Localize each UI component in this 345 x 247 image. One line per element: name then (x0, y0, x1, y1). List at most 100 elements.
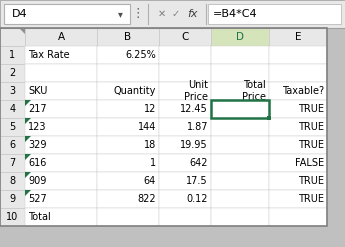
Bar (269, 46, 327, 64)
Text: 123: 123 (28, 122, 47, 132)
Bar (0, 100, 25, 118)
Bar (159, 190, 211, 208)
Bar (159, 100, 211, 118)
Bar (267, 116, 271, 120)
Bar (211, 154, 269, 172)
Text: 12.45: 12.45 (180, 104, 208, 114)
Bar (0, 226, 345, 247)
Bar (0, 154, 25, 172)
Bar (159, 28, 211, 46)
Text: 9: 9 (9, 194, 16, 204)
Text: 1.87: 1.87 (187, 122, 208, 132)
Text: 5: 5 (9, 122, 16, 132)
Polygon shape (25, 118, 31, 124)
Text: Total
Price: Total Price (242, 81, 266, 102)
Polygon shape (19, 28, 25, 34)
Text: 0.12: 0.12 (187, 194, 208, 204)
Bar (159, 172, 211, 190)
Bar (0, 28, 327, 226)
Bar (211, 64, 269, 82)
Text: 149.4: 149.4 (238, 104, 266, 114)
Bar (159, 154, 211, 172)
Polygon shape (25, 100, 31, 106)
Bar (0, 0, 345, 28)
Text: ✕: ✕ (158, 9, 166, 19)
Text: ⋮: ⋮ (132, 7, 144, 21)
Bar (0, 64, 25, 82)
Bar (97, 154, 159, 172)
Polygon shape (25, 154, 31, 160)
Bar (97, 82, 159, 100)
Bar (97, 172, 159, 190)
Bar (211, 208, 269, 226)
Bar (211, 82, 269, 100)
Text: 6.25%: 6.25% (125, 50, 156, 60)
Bar (269, 136, 327, 154)
Bar (4, 4, 130, 24)
Text: TRUE: TRUE (298, 194, 324, 204)
Bar (97, 118, 159, 136)
Text: 64: 64 (144, 176, 156, 186)
Text: B: B (125, 32, 131, 42)
Polygon shape (25, 136, 31, 142)
Text: TRUE: TRUE (298, 140, 324, 150)
Text: FALSE: FALSE (295, 158, 324, 168)
Bar (269, 28, 327, 46)
Bar (0, 82, 25, 100)
Text: E: E (295, 32, 301, 42)
Bar (0, 118, 25, 136)
Bar (211, 172, 269, 190)
Bar (25, 190, 97, 208)
Text: 217: 217 (28, 104, 47, 114)
Bar (25, 64, 97, 82)
Bar (0, 172, 25, 190)
Text: D4: D4 (12, 9, 28, 19)
Text: 822: 822 (137, 194, 156, 204)
Bar (0, 208, 25, 226)
Bar (25, 100, 97, 118)
Text: 1: 1 (150, 158, 156, 168)
Bar (159, 46, 211, 64)
Bar (25, 154, 97, 172)
Bar (211, 28, 269, 46)
Bar (269, 100, 327, 118)
Text: SKU: SKU (28, 86, 47, 96)
Bar (269, 172, 327, 190)
Bar (211, 100, 269, 118)
Bar (269, 82, 327, 100)
Text: Unit
Price: Unit Price (184, 81, 208, 102)
Text: 909: 909 (28, 176, 46, 186)
Bar (25, 82, 97, 100)
Bar (211, 100, 269, 118)
Text: fx: fx (187, 9, 197, 19)
Text: 144: 144 (138, 122, 156, 132)
Text: 616: 616 (28, 158, 46, 168)
Bar (97, 190, 159, 208)
Text: TRUE: TRUE (298, 176, 324, 186)
Text: Total: Total (28, 212, 51, 222)
Text: Quantity: Quantity (114, 86, 156, 96)
Bar (0, 28, 327, 226)
Text: 642: 642 (189, 158, 208, 168)
Bar (0, 190, 25, 208)
Bar (211, 190, 269, 208)
Bar (97, 100, 159, 118)
Text: 2: 2 (9, 68, 16, 78)
Text: Tax Rate: Tax Rate (28, 50, 70, 60)
Text: D: D (236, 32, 244, 42)
Bar (0, 28, 25, 46)
Bar (25, 208, 97, 226)
Bar (269, 118, 327, 136)
Text: 17.5: 17.5 (186, 176, 208, 186)
Text: =B4*C4: =B4*C4 (213, 9, 258, 19)
Text: TRUE: TRUE (298, 104, 324, 114)
Bar (327, 28, 345, 226)
Bar (208, 4, 341, 24)
Bar (159, 208, 211, 226)
Text: ▾: ▾ (118, 9, 122, 19)
Polygon shape (25, 172, 31, 178)
Text: 329: 329 (28, 140, 47, 150)
Text: TRUE: TRUE (298, 122, 324, 132)
Bar (97, 28, 159, 46)
Text: 1: 1 (9, 50, 16, 60)
